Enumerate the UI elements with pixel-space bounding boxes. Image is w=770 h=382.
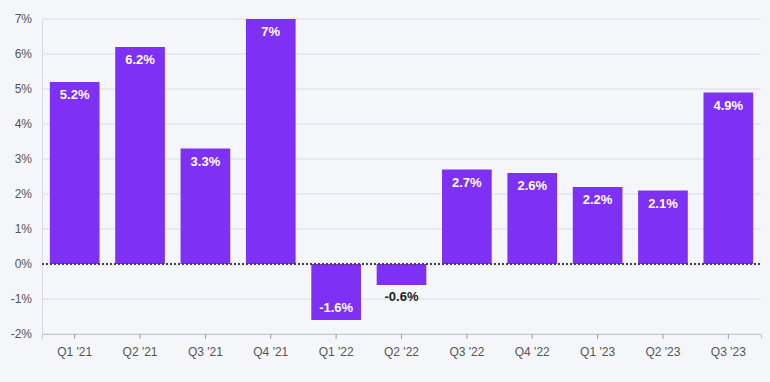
x-axis-line — [43, 335, 762, 340]
y-tick: -2% — [11, 327, 42, 341]
bars — [50, 19, 753, 320]
x-tick-mark — [662, 334, 663, 339]
y-tick: 6% — [15, 47, 42, 61]
y-tick-label: 5% — [15, 82, 33, 96]
y-tick: 5% — [15, 82, 42, 96]
x-tick-label: Q1 '23 — [580, 345, 615, 359]
x-tick-label: Q2 '22 — [384, 345, 419, 359]
y-tick: 2% — [15, 187, 42, 201]
x-tick: Q1 '22 — [319, 334, 354, 359]
data-label: 7% — [261, 24, 280, 39]
bar — [377, 264, 427, 285]
y-tick-label: -2% — [11, 327, 33, 341]
data-label: -1.6% — [319, 300, 353, 315]
data-label: 2.7% — [452, 175, 482, 190]
y-tick-label: 6% — [15, 47, 33, 61]
data-labels: 5.2% 6.2% 3.3% 7% -1.6% -0.6% 2.7% 2.6% 2.2% 2.1%… — [60, 24, 744, 315]
bar — [442, 170, 492, 265]
grid-line — [42, 19, 761, 20]
x-tick-label: Q1 '21 — [57, 345, 92, 359]
y-tick: -1% — [11, 292, 42, 306]
x-tick: Q3 '21 — [188, 334, 223, 359]
data-label: 5.2% — [60, 87, 90, 102]
data-label: 4.9% — [713, 98, 743, 113]
data-label: -0.6% — [385, 289, 419, 304]
x-tick-mark — [336, 334, 337, 339]
bar — [50, 82, 100, 264]
zero-line — [42, 263, 761, 265]
y-tick-label: 2% — [15, 187, 33, 201]
x-tick-mark — [205, 334, 206, 339]
x-tick-label: Q2 '23 — [645, 345, 680, 359]
bar — [507, 173, 557, 264]
x-tick-label: Q1 '22 — [319, 345, 354, 359]
x-axis: Q1 '21 Q2 '21 Q3 '21 Q4 '21 Q1 '22 Q2 '22 Q3 '… — [43, 334, 762, 359]
x-tick: Q4 '22 — [515, 334, 550, 359]
y-tick-label: -1% — [11, 292, 33, 306]
x-tick-mark — [597, 334, 598, 339]
data-label: 2.1% — [648, 196, 678, 211]
data-label: 2.2% — [583, 192, 613, 207]
grid — [42, 19, 761, 334]
x-tick-mark — [466, 334, 467, 339]
y-tick-label: 0% — [15, 257, 33, 271]
x-tick: Q1 '21 — [57, 334, 92, 359]
y-tick-label: 1% — [15, 222, 33, 236]
x-tick: Q3 '23 — [711, 334, 746, 359]
bar — [638, 191, 688, 265]
x-tick-mark — [728, 334, 729, 339]
chart: -2% -1% 0% 1% 2% 3% 4% 5% 6% 7% Q1 '21 Q2 '21 Q3 '21… — [0, 0, 770, 382]
x-tick-label: Q2 '21 — [123, 345, 158, 359]
bar — [573, 187, 623, 264]
x-tick-label: Q4 '21 — [253, 345, 288, 359]
data-label: 6.2% — [125, 52, 155, 67]
y-tick-label: 3% — [15, 152, 33, 166]
x-tick-mark — [140, 334, 141, 339]
x-tick: Q4 '21 — [253, 334, 288, 359]
y-tick: 7% — [15, 12, 42, 26]
bar — [246, 19, 296, 264]
x-tick-mark — [270, 334, 271, 339]
x-tick-label: Q3 '23 — [711, 345, 746, 359]
y-tick: 0% — [15, 257, 42, 271]
x-tick: Q2 '23 — [645, 334, 680, 359]
bar — [703, 93, 753, 265]
y-tick-label: 4% — [15, 117, 33, 131]
x-tick-mark — [74, 334, 75, 339]
bar — [115, 47, 165, 264]
x-tick-label: Q3 '22 — [449, 345, 484, 359]
x-tick: Q3 '22 — [449, 334, 484, 359]
y-tick: 3% — [15, 152, 42, 166]
y-axis: -2% -1% 0% 1% 2% 3% 4% 5% 6% 7% — [11, 12, 43, 341]
bar — [181, 149, 231, 265]
x-tick-mark — [401, 334, 402, 339]
data-label: 2.6% — [517, 178, 547, 193]
x-tick: Q2 '22 — [384, 334, 419, 359]
y-tick: 1% — [15, 222, 42, 236]
x-tick-mark — [532, 334, 533, 339]
x-tick: Q2 '21 — [123, 334, 158, 359]
x-tick-label: Q3 '21 — [188, 345, 223, 359]
bar — [311, 264, 361, 320]
y-tick-label: 7% — [15, 12, 33, 26]
x-tick-label: Q4 '22 — [515, 345, 550, 359]
data-label: 3.3% — [191, 154, 221, 169]
y-tick: 4% — [15, 117, 42, 131]
y-axis-line — [42, 20, 43, 335]
x-tick: Q1 '23 — [580, 334, 615, 359]
